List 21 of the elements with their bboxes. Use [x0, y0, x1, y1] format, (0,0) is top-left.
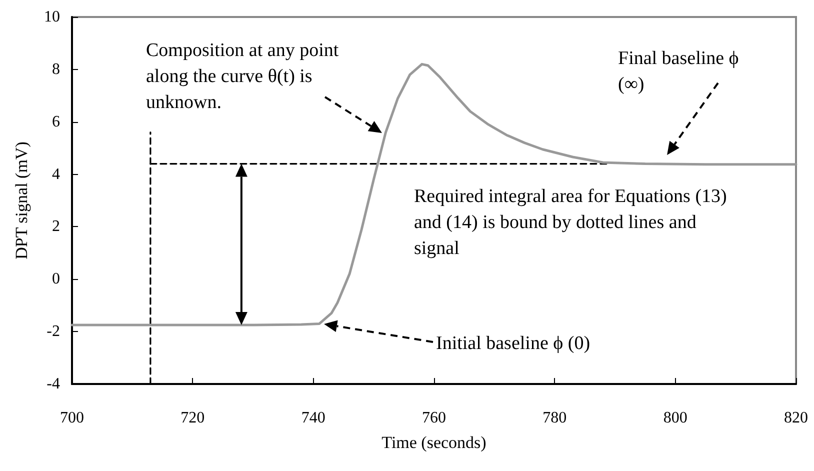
y-axis-title: DPT signal (mV) — [12, 142, 31, 260]
y-tick-label: -4 — [46, 376, 60, 392]
x-tick-label: 740 — [301, 410, 326, 426]
x-tick-label: 820 — [784, 410, 808, 426]
x-tick-label: 780 — [542, 410, 567, 426]
x-tick-label: 800 — [663, 410, 688, 426]
y-tick-label: 10 — [44, 8, 60, 26]
annotation: Final baseline ϕ (∞) — [618, 47, 740, 97]
x-tick-label: 720 — [180, 410, 205, 426]
annotation: Composition at any point along the curve θ(t) is unknown. — [146, 39, 340, 115]
x-axis-title: Time (seconds) — [382, 433, 486, 452]
y-tick-label: 6 — [52, 113, 60, 130]
x-tick-label: 700 — [60, 410, 84, 426]
y-tick-label: 0 — [52, 270, 60, 288]
annotation: Required integral area for Equations (13) and (14) is bound by dotted lines and signal — [414, 185, 728, 261]
y-tick-label: 8 — [52, 60, 60, 78]
y-tick-label: 2 — [52, 218, 60, 236]
x-tick-label: 760 — [422, 410, 446, 426]
annotation: Initial baseline ϕ (0) — [436, 332, 590, 356]
y-tick-label: -2 — [46, 323, 60, 340]
y-tick-label: 4 — [52, 166, 60, 183]
